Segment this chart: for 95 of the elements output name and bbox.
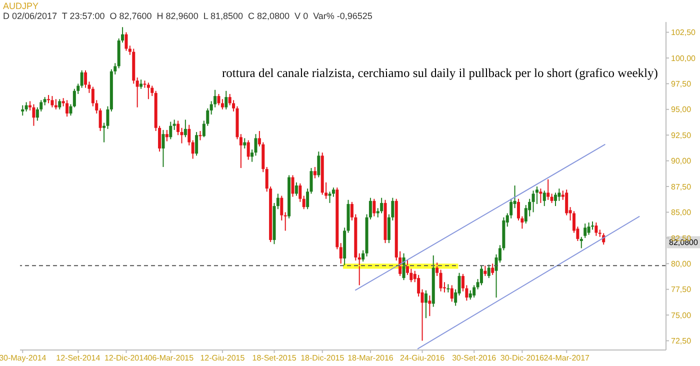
y-tick-label: 77,50 (671, 285, 692, 294)
candlestick (246, 140, 250, 160)
candlestick (446, 284, 450, 293)
candlestick (550, 193, 554, 204)
candlestick (450, 284, 454, 302)
y-tick-label: 87,50 (671, 182, 692, 192)
candlestick (294, 182, 298, 196)
candlestick (594, 222, 598, 236)
candlestick (484, 265, 487, 276)
candlestick (124, 32, 128, 52)
candlestick (439, 269, 442, 292)
candlestick (424, 290, 428, 319)
chart-subtitle: D 02/06/2017 T 23:57:00 O 82,7600 H 82,9600 L 81,8500 C 82,0800 V 0 Var% -0,96525 (3, 11, 372, 21)
candlestick (554, 192, 557, 207)
candlestick (220, 98, 224, 110)
candlestick (328, 191, 332, 204)
y-tick-label: 102,50 (671, 28, 696, 38)
candlestick (217, 93, 220, 106)
y-tick-label: 72,50 (671, 336, 692, 346)
candlestick (191, 140, 194, 160)
x-tick-label: 24-Mar-2017 (544, 354, 590, 363)
candlestick (239, 134, 242, 169)
candlestick (362, 250, 365, 262)
x-tick-label: 18-Mar-2016 (348, 354, 394, 363)
candlestick (546, 178, 550, 200)
chart-title: AUDJPY (3, 1, 39, 11)
candlestick (358, 252, 361, 286)
x-tick-label: 12-Set-2014 (56, 354, 101, 363)
candlestick (306, 188, 310, 210)
candlestick (98, 108, 102, 132)
y-tick-label: 80,00 (671, 259, 692, 268)
candlestick (491, 263, 494, 276)
candlestick (169, 121, 172, 140)
candlestick (136, 77, 139, 108)
candlestick (339, 242, 342, 264)
candlestick (380, 197, 384, 214)
candlestick (195, 132, 198, 156)
candlestick (565, 189, 568, 216)
candlestick (487, 264, 490, 279)
candlestick (198, 130, 202, 141)
candlestick (54, 98, 58, 110)
candlestick (243, 138, 246, 149)
candlestick (584, 223, 587, 238)
candlestick (587, 222, 590, 236)
y-tick-label: 75,00 (671, 310, 692, 320)
candlestick (21, 104, 24, 116)
candlestick (436, 262, 439, 276)
candlestick (580, 236, 583, 249)
candlestick (302, 195, 306, 210)
y-tick-label: 97,50 (671, 80, 692, 89)
candlestick (162, 129, 165, 168)
candlestick (146, 82, 150, 100)
candlestick (472, 284, 476, 298)
candlestick (188, 124, 191, 146)
candlestick (24, 102, 28, 112)
candlestick (80, 70, 84, 88)
candlestick (313, 166, 316, 179)
y-tick-label: 100,00 (671, 54, 696, 63)
candlestick (428, 295, 432, 317)
candlestick (224, 90, 228, 110)
candlestick (150, 85, 154, 97)
y-tick-label: 92,50 (671, 130, 692, 140)
candlestick (542, 190, 546, 207)
candlestick (172, 119, 176, 130)
x-tick-label: 30-Dic-2016 (500, 354, 545, 363)
x-tick-label: 06-Mar-2015 (148, 354, 194, 363)
x-tick-label: 30-Set-2016 (452, 354, 497, 363)
candlestick (539, 188, 542, 204)
candlestick (280, 195, 284, 221)
candlestick (310, 168, 313, 194)
candlestick (32, 104, 36, 126)
candlestick (165, 129, 168, 142)
candlestick (317, 151, 320, 178)
x-tick-label: 12-Giu-2015 (200, 354, 246, 363)
candlestick (291, 174, 294, 198)
candlestick (50, 96, 54, 108)
candlestick (143, 80, 146, 88)
x-tick-label: 18-Set-2015 (252, 354, 297, 363)
y-tick-label: 95,00 (671, 105, 692, 114)
annotation: rottura del canale rialzista, cerchiamo sul daily il pullback per lo short (grafico weekly) (222, 66, 658, 81)
candlestick (184, 119, 187, 138)
candlestick (372, 198, 376, 217)
candlestick (66, 100, 69, 118)
candlestick (140, 79, 143, 90)
candlestick (298, 182, 302, 202)
y-tick-label: 90,00 (671, 156, 692, 166)
y-tick-label: 85,00 (671, 208, 692, 218)
candlestick (480, 265, 483, 286)
candlestick (58, 98, 62, 110)
x-tick-label: 24-Giu-2016 (400, 354, 446, 363)
x-tick-label: 12-Dic-2014 (104, 354, 149, 363)
candlestick (284, 212, 287, 232)
x-tick-label: 18-Dic-2015 (300, 354, 345, 363)
candlestick (532, 190, 535, 213)
candlestick (69, 104, 72, 116)
